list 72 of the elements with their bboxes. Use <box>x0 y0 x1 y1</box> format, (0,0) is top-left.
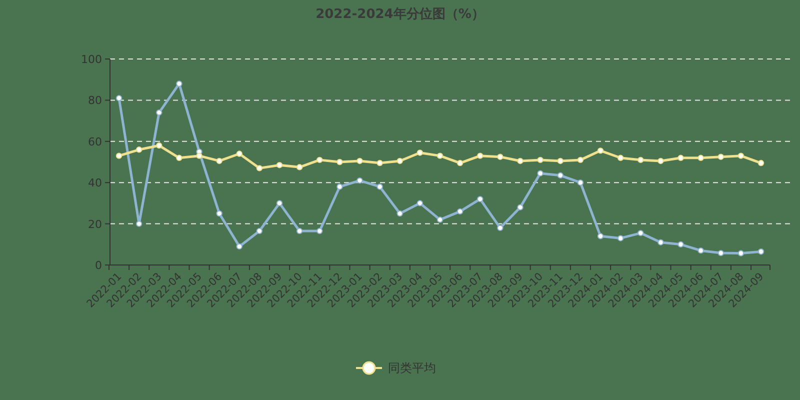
point <box>376 160 383 166</box>
point <box>477 152 484 159</box>
point <box>658 239 664 246</box>
point <box>577 156 584 164</box>
point <box>336 158 343 166</box>
y-tick-label: 60 <box>88 135 102 148</box>
point <box>537 156 544 164</box>
y-tick-label: 40 <box>88 176 102 190</box>
point <box>617 154 624 161</box>
point <box>336 184 343 190</box>
point <box>356 177 363 184</box>
point <box>698 154 704 161</box>
point <box>156 109 162 116</box>
point <box>537 170 544 176</box>
point <box>517 158 524 164</box>
point <box>396 210 403 217</box>
point <box>477 196 484 202</box>
point <box>296 228 303 234</box>
point <box>758 160 764 166</box>
point <box>718 154 724 160</box>
point <box>497 224 504 232</box>
point <box>296 164 303 170</box>
point <box>176 154 182 161</box>
y-tick-label: 100 <box>81 53 102 66</box>
point <box>396 158 403 164</box>
point <box>638 230 644 236</box>
point <box>577 180 584 186</box>
point <box>276 162 283 168</box>
point <box>436 216 444 223</box>
y-tick-label: 20 <box>88 218 102 231</box>
point <box>456 160 464 166</box>
point <box>638 156 644 164</box>
point <box>557 158 564 164</box>
point <box>557 172 564 178</box>
point <box>416 200 424 206</box>
point <box>678 241 684 248</box>
point <box>316 228 323 234</box>
point <box>236 243 242 250</box>
point <box>376 184 383 190</box>
point <box>116 95 122 102</box>
point <box>196 152 202 159</box>
legend-label: 同类平均 <box>388 361 436 375</box>
point <box>256 165 263 172</box>
point <box>597 233 604 240</box>
point <box>678 154 684 161</box>
point <box>136 220 142 227</box>
point <box>156 142 162 149</box>
point <box>617 235 624 242</box>
point <box>216 158 222 164</box>
point <box>136 146 142 153</box>
point <box>456 208 464 215</box>
point <box>116 152 122 159</box>
point <box>597 148 604 154</box>
point <box>738 250 744 256</box>
y-tick-label: 0 <box>95 259 102 272</box>
y-tick-label: 80 <box>88 94 102 108</box>
chart-title: 2022-2024年分位图（%） <box>316 7 484 22</box>
point <box>517 204 524 210</box>
point <box>356 158 363 164</box>
point <box>497 154 504 160</box>
point <box>236 150 242 157</box>
point <box>738 152 744 159</box>
point <box>436 152 444 159</box>
point <box>276 200 283 206</box>
point <box>416 150 424 156</box>
point <box>718 250 724 256</box>
point <box>698 247 704 254</box>
point <box>256 228 263 234</box>
point <box>316 156 323 164</box>
point <box>216 210 222 217</box>
point <box>658 158 664 164</box>
point <box>758 248 764 255</box>
